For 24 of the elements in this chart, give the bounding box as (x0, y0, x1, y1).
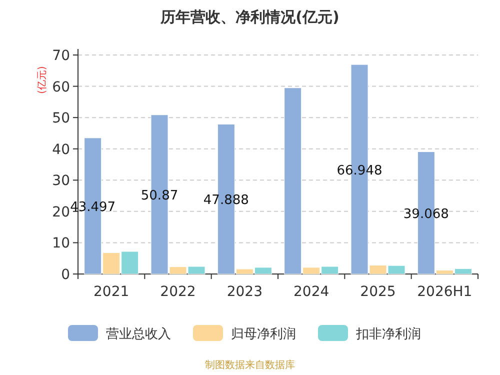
y-tick-label: 10 (52, 236, 70, 252)
y-tick-label: 60 (52, 79, 70, 96)
y-tick-label: 0 (61, 267, 70, 283)
x-tick-label: 2024 (294, 284, 330, 300)
y-tick-label: 50 (52, 110, 70, 127)
data-label: 47.888 (203, 193, 249, 208)
legend-label: 扣非净利润 (355, 327, 421, 342)
data-label: 50.87 (140, 188, 178, 204)
x-tick-label: 2025 (360, 284, 396, 300)
data-label: 66.948 (336, 163, 382, 178)
chart-title: 历年营收、净利情况(亿元) (160, 8, 340, 26)
x-tick-label: 2022 (160, 284, 196, 300)
text: 制图数据来自数据库 (205, 359, 295, 371)
y-tick-label: 40 (52, 142, 70, 158)
x-tick-label: 2021 (94, 284, 130, 300)
y-axis-title: (亿元) (37, 66, 48, 94)
y-tick-label: 30 (52, 173, 70, 190)
legend-label: 营业总收入 (106, 327, 171, 342)
x-tick-label: 2023 (226, 284, 262, 300)
y-tick-label: 20 (52, 204, 70, 220)
x-tick-label: 2026H1 (417, 284, 472, 300)
data-label: 39.068 (403, 206, 449, 222)
legend-label: 归母净利润 (231, 327, 296, 342)
y-tick-label: 70 (52, 48, 70, 64)
